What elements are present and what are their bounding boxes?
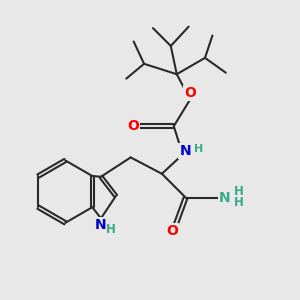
Text: O: O — [167, 224, 178, 238]
Text: N: N — [95, 218, 107, 232]
Text: N: N — [179, 144, 191, 158]
Text: O: O — [127, 119, 139, 133]
Text: H: H — [106, 223, 116, 236]
Text: H: H — [234, 196, 244, 209]
Text: N: N — [219, 190, 231, 205]
Text: O: O — [184, 86, 196, 100]
Text: H: H — [234, 184, 244, 197]
Text: H: H — [194, 144, 203, 154]
